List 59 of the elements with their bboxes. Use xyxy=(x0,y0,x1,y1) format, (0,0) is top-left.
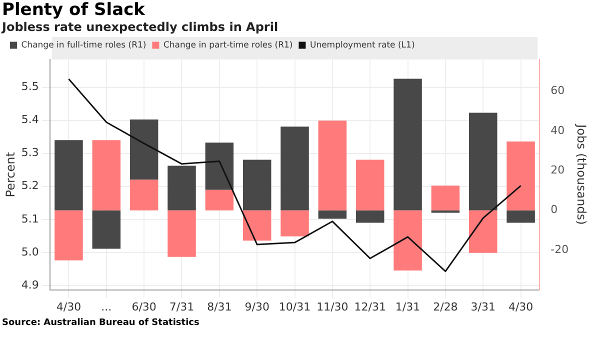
y2-tick-label: -20 xyxy=(550,242,569,256)
bar xyxy=(469,112,498,210)
bar xyxy=(130,119,158,180)
x-tick-label: 9/30 xyxy=(244,300,270,314)
bar xyxy=(168,210,196,257)
x-tick-label: 10/31 xyxy=(278,300,311,314)
bar xyxy=(506,141,535,210)
bar xyxy=(205,190,234,210)
legend-label: Change in part-time roles (R1) xyxy=(163,40,293,50)
y-tick-label: 5.1 xyxy=(21,212,39,226)
bar xyxy=(130,180,158,210)
bar xyxy=(394,210,422,271)
y2-tick-label: 40 xyxy=(550,124,565,137)
x-tick-label: 7/31 xyxy=(169,300,194,314)
bar xyxy=(242,160,272,210)
y2-tick-label: 60 xyxy=(550,84,565,98)
y-tick-label: 4.9 xyxy=(21,278,39,292)
bar xyxy=(431,186,460,210)
y2-tick-label: 20 xyxy=(550,164,565,177)
bar xyxy=(318,210,347,219)
x-tick-label: 1/31 xyxy=(395,300,420,314)
x-tick-label: 11/30 xyxy=(316,300,348,314)
x-tick-label: 3/31 xyxy=(470,300,496,314)
legend-label: Change in full-time roles (R1) xyxy=(21,40,146,50)
y2-axis-title: Jobs (thousands) xyxy=(574,124,589,225)
x-tick-label: 2/28 xyxy=(433,300,458,314)
bar xyxy=(92,140,121,210)
bar xyxy=(242,210,272,241)
bar xyxy=(54,210,83,260)
x-tick-label: 8/31 xyxy=(207,300,232,314)
y2-tick-label: 0 xyxy=(550,203,558,216)
bar xyxy=(506,210,535,223)
bar xyxy=(280,210,309,236)
y-tick-label: 5.3 xyxy=(21,146,39,160)
x-tick-label: 4/30 xyxy=(508,300,534,314)
bar xyxy=(356,160,384,210)
y-tick-label: 5.2 xyxy=(21,179,39,192)
x-tick-label: 6/30 xyxy=(132,300,156,314)
y-axis-title: Percent xyxy=(3,152,18,198)
y-tick-label: 5.0 xyxy=(21,245,39,258)
bar xyxy=(280,126,309,210)
bar xyxy=(394,78,422,210)
bar xyxy=(356,210,384,223)
bar xyxy=(431,210,460,213)
bar xyxy=(168,166,196,210)
y-tick-label: 5.4 xyxy=(21,113,39,126)
legend-label: Unemployment rate (L1) xyxy=(310,40,415,50)
x-tick-label: 12/31 xyxy=(354,300,386,314)
bar xyxy=(469,210,498,253)
bar xyxy=(205,142,234,190)
bar xyxy=(54,140,83,210)
x-tick-label: ... xyxy=(101,300,112,314)
bar xyxy=(318,120,347,210)
source-note: Source: Australian Bureau of Statistics xyxy=(1,317,200,329)
chart-title: Plenty of Slack xyxy=(1,0,146,20)
chart-subtitle: Jobless rate unexpectedly climbs in April xyxy=(0,20,280,35)
x-tick-label: 4/30 xyxy=(56,300,82,314)
bar xyxy=(92,210,121,249)
y-tick-label: 5.5 xyxy=(21,80,39,94)
